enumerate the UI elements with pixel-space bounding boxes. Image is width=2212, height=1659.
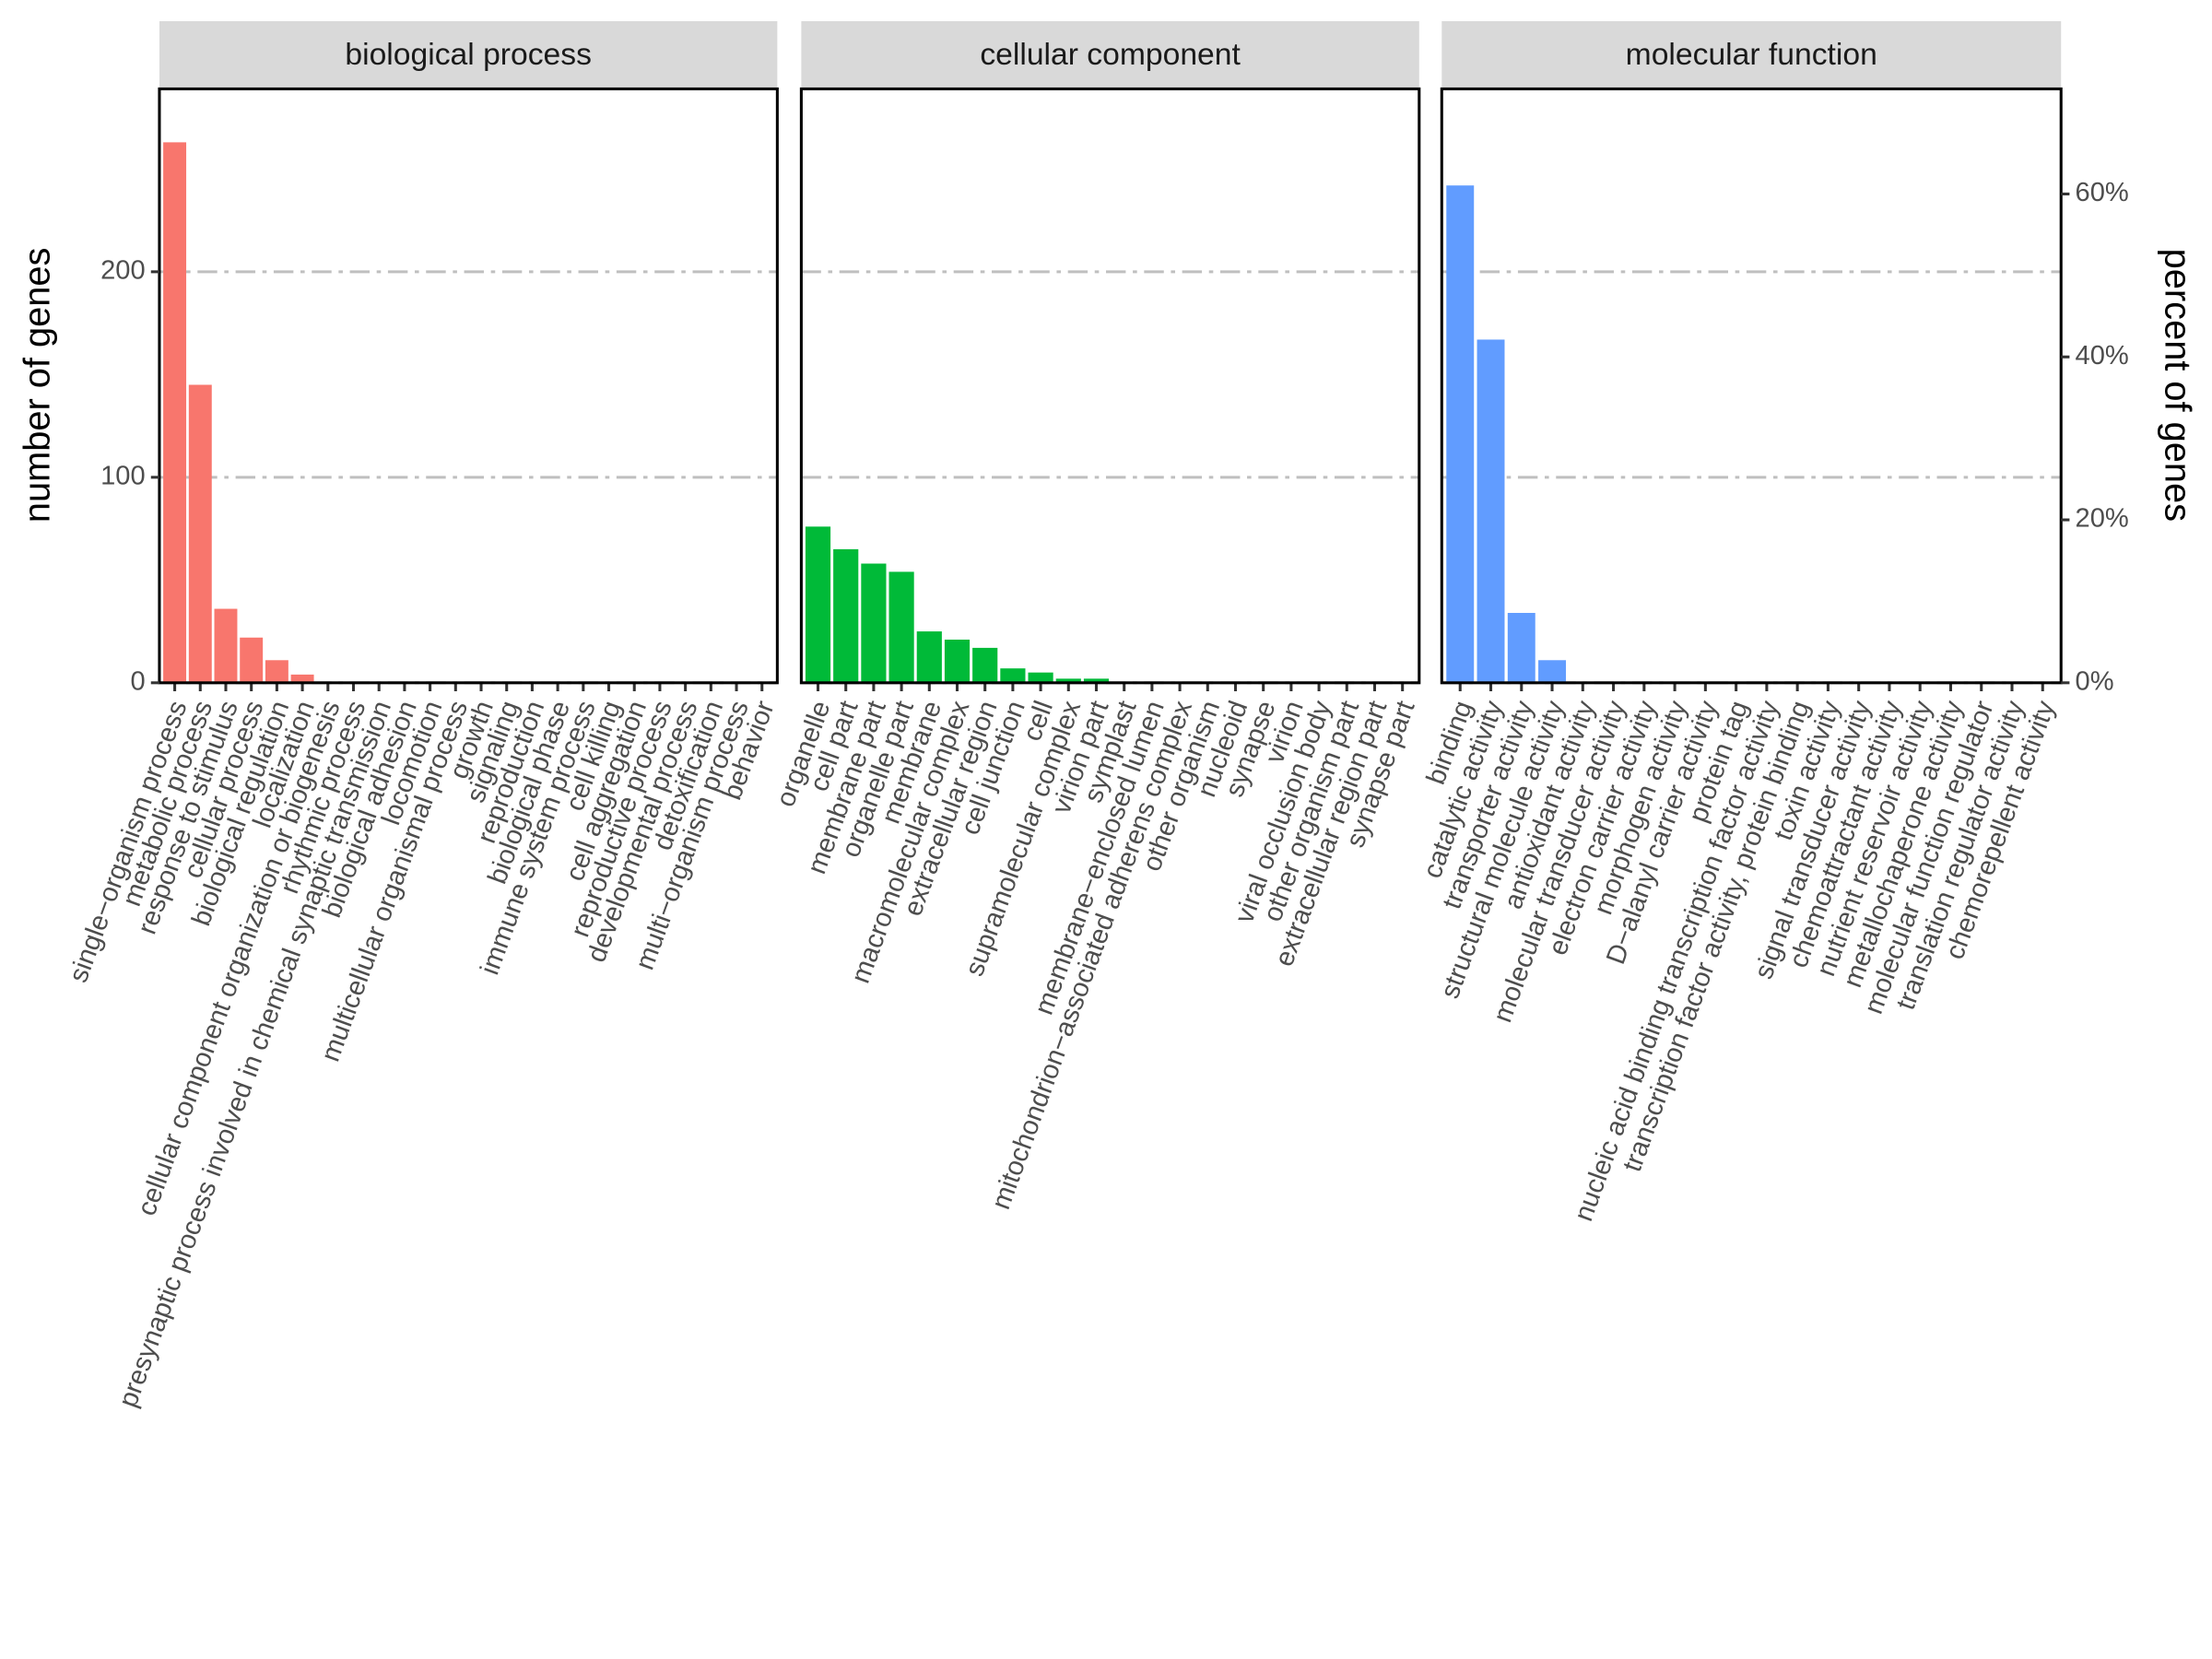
bar — [916, 631, 942, 683]
bar — [214, 608, 238, 683]
bar — [944, 639, 971, 683]
bar — [163, 142, 187, 683]
y2-tick-label: 40% — [2076, 341, 2129, 371]
strip-background — [801, 20, 1419, 88]
bar — [1538, 660, 1567, 683]
y2-tick-label: 20% — [2076, 504, 2129, 534]
strip-title: cellular component — [980, 38, 1241, 72]
bar — [1055, 678, 1081, 683]
bar — [833, 548, 859, 683]
bar — [265, 660, 288, 683]
bar — [888, 571, 914, 683]
bar — [1446, 185, 1475, 683]
panel-border — [1440, 87, 2063, 685]
y-tick-label: 100 — [100, 462, 146, 491]
y2-tick-label: 0% — [2076, 667, 2114, 697]
bar — [805, 526, 831, 683]
bar — [240, 637, 264, 683]
y-tick-label: 200 — [100, 256, 146, 286]
y-axis-title: number of genes — [17, 248, 57, 524]
y2-tick-label: 60% — [2076, 178, 2129, 207]
bar — [188, 384, 212, 683]
bar — [1083, 678, 1110, 683]
bar — [972, 647, 998, 683]
bar — [1000, 668, 1026, 683]
strip-title: biological process — [345, 38, 592, 72]
bar — [1477, 339, 1505, 683]
strip-background — [1441, 20, 2062, 88]
bar — [290, 674, 314, 683]
panel-border — [799, 87, 1421, 685]
panel-border — [158, 87, 779, 685]
strip-title: molecular function — [1626, 38, 1877, 72]
strip-background — [159, 20, 778, 88]
y-tick-label: 0 — [130, 667, 145, 697]
bar — [1507, 613, 1535, 683]
bar — [1028, 672, 1053, 683]
bar — [861, 563, 887, 683]
y2-axis-title: percent of genes — [2158, 249, 2198, 522]
